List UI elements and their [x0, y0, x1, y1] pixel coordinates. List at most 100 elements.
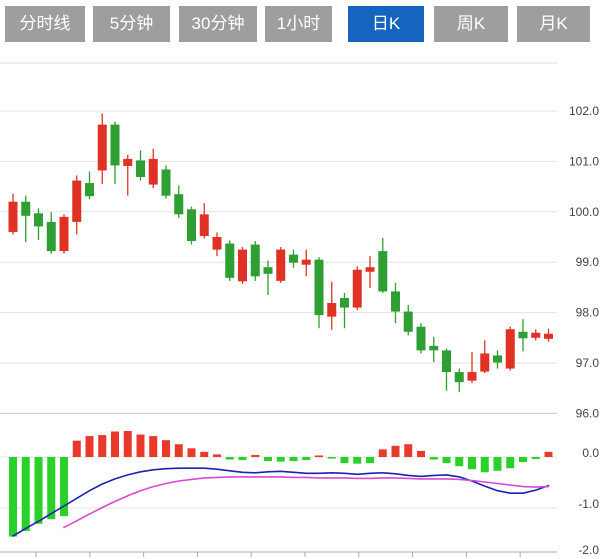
macd-bar — [302, 457, 311, 461]
price-axis-label: 97.0 — [576, 356, 600, 370]
macd-bar — [213, 454, 221, 457]
candle-body — [454, 372, 464, 383]
tab-1hour[interactable]: 1小时 — [265, 6, 332, 42]
macd-bar — [480, 457, 489, 473]
macd-bar — [187, 448, 196, 457]
price-axis-label: 98.0 — [576, 306, 600, 320]
candle-body — [327, 303, 337, 317]
macd-bar — [225, 457, 234, 460]
price-axis-label: 99.0 — [576, 255, 600, 269]
price-axis-label: 100.0 — [569, 205, 599, 219]
candle-body — [212, 237, 222, 250]
macd-bar — [353, 457, 362, 464]
dif-line — [12, 467, 550, 537]
tab-daily-k[interactable]: 日K — [348, 6, 424, 42]
macd-bar — [417, 450, 425, 457]
candle-body — [289, 254, 298, 263]
tab-timeline[interactable]: 分时线 — [5, 6, 85, 42]
candle-body — [531, 332, 541, 338]
macd-bar — [391, 445, 400, 457]
macd-bar — [468, 457, 476, 470]
macd-bar — [378, 449, 387, 457]
macd-bar — [9, 457, 17, 537]
macd-bar — [442, 457, 451, 464]
candle-body — [46, 221, 56, 252]
macd-bar — [340, 457, 349, 464]
tab-weekly-k[interactable]: 周K — [434, 6, 508, 42]
macd-bar — [174, 444, 183, 457]
candle-body — [505, 329, 515, 369]
macd-bar — [200, 451, 209, 457]
tab-5min[interactable]: 5分钟 — [93, 6, 170, 42]
candle-body — [161, 169, 171, 196]
candle-body — [123, 158, 133, 166]
macd-bar — [34, 457, 43, 524]
price-axis-label: 102.0 — [569, 104, 599, 118]
macd-bar — [276, 457, 285, 462]
candle-body — [59, 216, 69, 252]
price-axis-label: 101.0 — [569, 154, 599, 168]
candle-body — [21, 201, 31, 216]
candle-body — [416, 326, 426, 351]
price-axis-label: 96.0 — [576, 406, 600, 420]
gridlines — [0, 62, 557, 509]
candle-body — [97, 124, 107, 171]
candle-body — [148, 158, 158, 185]
macd-bar — [531, 457, 540, 460]
macd-axis-label: -2.0 — [578, 543, 599, 557]
candle-body — [403, 311, 413, 332]
macd-bar — [544, 451, 553, 457]
candle-body — [493, 355, 502, 363]
macd-bar — [315, 455, 323, 458]
macd-bar — [251, 454, 260, 457]
bottom-axis — [0, 551, 557, 557]
candle-body — [314, 259, 324, 316]
candle-body — [518, 331, 528, 339]
macd-bar — [21, 457, 30, 531]
macd-bar — [493, 457, 502, 471]
macd-bar — [327, 457, 336, 459]
candle-body — [187, 209, 196, 242]
macd-bar — [429, 457, 438, 460]
candle-body — [110, 124, 120, 166]
candle-body — [72, 180, 82, 222]
macd-bar — [98, 435, 107, 457]
dea-line-layer — [63, 476, 550, 529]
candle-body — [467, 372, 477, 381]
dif-line-layer — [12, 467, 550, 537]
macd-bar — [264, 457, 272, 462]
candle-body — [238, 249, 247, 282]
macd-bar — [506, 457, 515, 469]
candle-body — [378, 251, 388, 292]
macd-bar — [111, 431, 119, 457]
candle-body — [199, 214, 209, 236]
macd-bar — [366, 457, 374, 464]
candle-body — [480, 353, 490, 372]
tab-monthly-k[interactable]: 月K — [517, 6, 590, 42]
candle-body — [225, 243, 235, 278]
candle-body — [85, 183, 94, 197]
macd-bar — [149, 436, 158, 457]
macd-bar — [85, 436, 94, 457]
candle-body — [352, 269, 362, 308]
candle-body — [301, 259, 311, 265]
macd-axis-label: -1.0 — [578, 497, 599, 511]
macd-bar — [238, 457, 247, 461]
candle-body — [250, 244, 260, 277]
macd-histogram — [9, 430, 553, 537]
macd-bar — [60, 457, 68, 517]
candle-body — [340, 297, 349, 308]
candle-body — [276, 249, 286, 281]
candle-body — [136, 160, 145, 178]
macd-axis-label: 0.0 — [582, 446, 599, 460]
candle-body — [429, 345, 439, 351]
candle-body — [34, 213, 43, 227]
tab-30min[interactable]: 30分钟 — [179, 6, 257, 42]
macd-bar — [519, 457, 527, 463]
candle-body — [391, 291, 400, 312]
macd-bar — [455, 457, 464, 467]
candle-body — [544, 333, 553, 339]
candlestick-panel — [8, 113, 553, 393]
macd-bar — [47, 457, 56, 520]
